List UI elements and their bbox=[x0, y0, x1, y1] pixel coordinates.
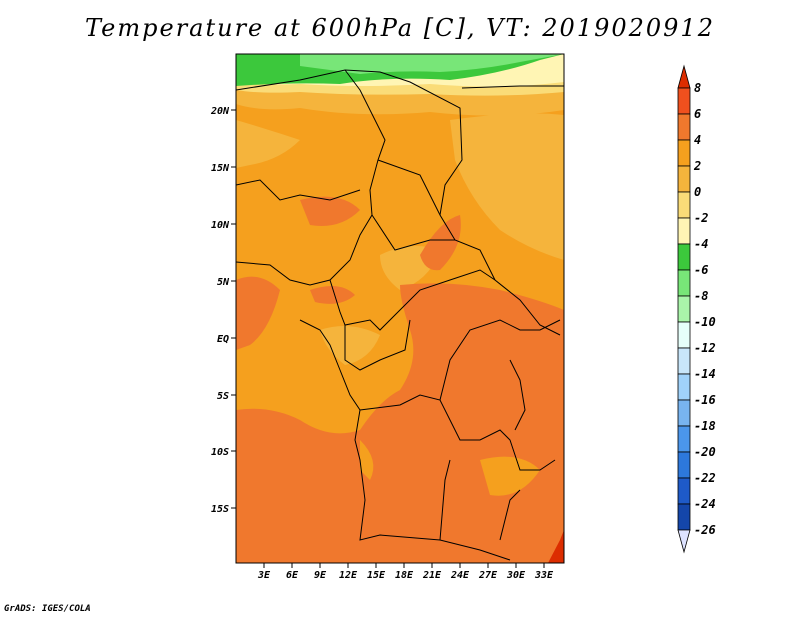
map-title: Temperature at 600hPa [C], VT: 201902091… bbox=[85, 14, 715, 42]
colorbar-label: -22 bbox=[694, 471, 716, 485]
colorbar-label: 0 bbox=[694, 185, 701, 199]
colorbar-swatch bbox=[677, 321, 691, 349]
colorbar-label: 6 bbox=[694, 107, 701, 121]
lon-label: 15E bbox=[367, 570, 386, 581]
colorbar-label: -20 bbox=[694, 445, 716, 459]
lon-labels: 3E 6E 9E 12E 15E 18E 21E 24E 27E 30E 33E bbox=[257, 570, 554, 581]
lat-label: 15S bbox=[211, 504, 229, 515]
colorbar-swatch bbox=[677, 477, 691, 505]
colorbar-swatch bbox=[677, 87, 691, 115]
colorbar-swatch bbox=[677, 113, 691, 141]
colorbar-swatch bbox=[677, 269, 691, 297]
colorbar-top-arrow bbox=[677, 64, 691, 89]
lat-label: EQ bbox=[217, 334, 229, 345]
colorbar-swatch bbox=[677, 139, 691, 167]
lat-label: 20N bbox=[210, 106, 230, 117]
lat-label: 5S bbox=[217, 391, 229, 402]
colorbar-swatch bbox=[677, 425, 691, 453]
lon-ticks bbox=[263, 563, 545, 568]
lat-ticks bbox=[231, 109, 236, 509]
colorbar-swatch bbox=[677, 451, 691, 479]
colorbar-swatch bbox=[677, 191, 691, 219]
colorbar-label: -2 bbox=[694, 211, 708, 225]
lon-label: 12E bbox=[339, 570, 358, 581]
colorbar-label: -16 bbox=[694, 393, 716, 407]
colorbar-label: 4 bbox=[694, 133, 701, 147]
colorbar-label: -4 bbox=[694, 237, 708, 251]
colorbar-swatch bbox=[677, 165, 691, 193]
colorbar-label: -10 bbox=[694, 315, 716, 329]
colorbar-label: -24 bbox=[694, 497, 716, 511]
colorbar-label: -8 bbox=[694, 289, 708, 303]
lat-label: 10N bbox=[211, 220, 230, 231]
lat-labels: 20N 15N 10N 5N EQ 5S 10S 15S bbox=[210, 106, 230, 515]
lat-label: 15N bbox=[211, 163, 230, 174]
credit-text: GrADS: IGES/COLA bbox=[4, 604, 91, 614]
colorbar-label: -12 bbox=[694, 341, 716, 355]
country-borders bbox=[236, 69, 564, 561]
colorbar-bottom-arrow bbox=[677, 529, 691, 554]
temperature-field bbox=[236, 54, 564, 563]
lat-label: 10S bbox=[211, 447, 229, 458]
colorbar-swatch bbox=[677, 347, 691, 375]
colorbar-label: 8 bbox=[694, 81, 701, 95]
colorbar-swatch bbox=[677, 373, 691, 401]
lon-label: 24E bbox=[450, 570, 470, 581]
colorbar-label: -6 bbox=[694, 263, 708, 277]
colorbar: 8 6 4 2 0 -2 -4 -6 -8 -10 -12 -14 -16 -18 -20 -22 -24 -26 bbox=[677, 64, 716, 554]
colorbar-swatch bbox=[677, 217, 691, 245]
lon-label: 33E bbox=[534, 570, 554, 581]
lon-label: 9E bbox=[314, 570, 327, 581]
colorbar-label: 2 bbox=[693, 159, 701, 173]
lon-label: 3E bbox=[257, 570, 271, 581]
lon-label: 21E bbox=[422, 570, 442, 581]
colorbar-label: -18 bbox=[694, 419, 716, 433]
colorbar-label: -14 bbox=[694, 367, 716, 381]
lon-label: 30E bbox=[506, 570, 526, 581]
colorbar-label: -26 bbox=[694, 523, 716, 537]
colorbar-swatch bbox=[677, 503, 691, 531]
colorbar-swatch bbox=[677, 295, 691, 323]
map-frame bbox=[235, 53, 565, 564]
colorbar-swatch bbox=[677, 399, 691, 427]
colorbar-swatch bbox=[677, 243, 691, 271]
lat-label: 5N bbox=[217, 277, 230, 288]
lon-label: 6E bbox=[286, 570, 299, 581]
lon-label: 27E bbox=[478, 570, 498, 581]
lon-label: 18E bbox=[395, 570, 414, 581]
